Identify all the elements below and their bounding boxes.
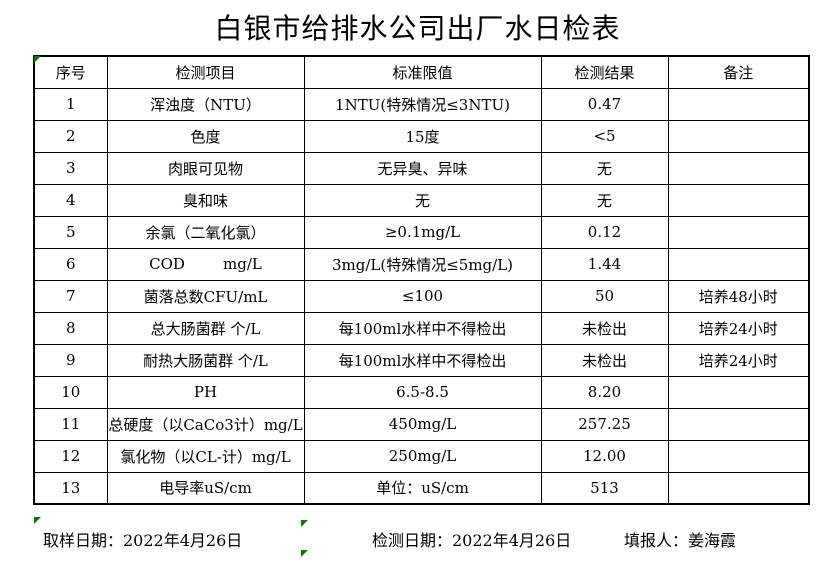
table-row: 11 总硬度（以CaCo3计）mg/L 450mg/L 257.25 xyxy=(33,407,810,441)
cell-item: 余氯（二氧化氯） xyxy=(106,215,305,249)
cell-note xyxy=(667,439,810,473)
cell-item: 总大肠菌群 个/L xyxy=(106,311,305,345)
table-row: 12 氯化物（以CL-计）mg/L 250mg/L 12.00 xyxy=(33,439,810,473)
column-header: 序号 xyxy=(33,55,108,89)
cell-no: 2 xyxy=(33,119,108,153)
column-header: 备注 xyxy=(667,55,810,89)
cell-item: 氯化物（以CL-计）mg/L xyxy=(106,439,305,473)
table-row: 2 色度 15度 <5 xyxy=(33,119,810,153)
cell-limit: 无 xyxy=(303,183,542,217)
cell-note: 培养24小时 xyxy=(667,343,810,377)
cell-item: 菌落总数CFU/mL xyxy=(106,279,305,313)
cell-note xyxy=(667,119,810,153)
cell-item: 色度 xyxy=(106,119,305,153)
cell-result: 257.25 xyxy=(540,407,669,441)
cell-item: 耐热大肠菌群 个/L xyxy=(106,343,305,377)
cell-no: 5 xyxy=(33,215,108,249)
cell-no: 11 xyxy=(33,407,108,441)
cell-limit: 6.5-8.5 xyxy=(303,375,542,409)
cell-no: 13 xyxy=(33,471,108,505)
cell-result: <5 xyxy=(540,119,669,153)
table-row: 10 PH 6.5-8.5 8.20 xyxy=(33,375,810,409)
cell-flag-icon xyxy=(301,550,308,557)
cell-no: 10 xyxy=(33,375,108,409)
cell-limit: 3mg/L(特殊情况≤5mg/L) xyxy=(303,247,542,281)
cell-limit: 每100ml水样中不得检出 xyxy=(303,311,542,345)
cell-limit: 450mg/L xyxy=(303,407,542,441)
column-header: 检测项目 xyxy=(106,55,305,89)
column-header: 标准限值 xyxy=(303,55,542,89)
cell-item: 电导率uS/cm xyxy=(106,471,305,505)
cell-limit: 15度 xyxy=(303,119,542,153)
cell-note xyxy=(667,87,810,121)
cell-no: 4 xyxy=(33,183,108,217)
cell-result: 8.20 xyxy=(540,375,669,409)
cell-result: 未检出 xyxy=(540,343,669,377)
cell-item: 浑浊度（NTU） xyxy=(106,87,305,121)
reporter-name: 填报人：姜海霞 xyxy=(624,531,737,550)
cell-no: 8 xyxy=(33,311,108,345)
header-row: 序号 检测项目 标准限值 检测结果 备注 xyxy=(33,55,810,89)
cell-note xyxy=(667,471,810,505)
cell-note xyxy=(667,375,810,409)
cell-result: 0.12 xyxy=(540,215,669,249)
cell-result: 0.47 xyxy=(540,87,669,121)
cell-result: 12.00 xyxy=(540,439,669,473)
cell-flag-icon xyxy=(301,520,308,527)
cell-flag-icon xyxy=(34,517,41,524)
inspection-table: 序号 检测项目 标准限值 检测结果 备注 1 浑浊度（NTU） 1NTU(特殊情况≤3NTU… xyxy=(33,55,810,505)
cell-item: 总硬度（以CaCo3计）mg/L xyxy=(106,407,305,441)
cell-note xyxy=(667,183,810,217)
table-row: 13 电导率uS/cm 单位：uS/cm 513 xyxy=(33,471,810,505)
cell-limit: 每100ml水样中不得检出 xyxy=(303,343,542,377)
cell-no: 9 xyxy=(33,343,108,377)
cell-result: 未检出 xyxy=(540,311,669,345)
cell-note xyxy=(667,215,810,249)
table-row: 6 COD mg/L 3mg/L(特殊情况≤5mg/L) 1.44 xyxy=(33,247,810,281)
cell-item: PH xyxy=(106,375,305,409)
cell-limit: 单位：uS/cm xyxy=(303,471,542,505)
cell-result: 无 xyxy=(540,151,669,185)
cell-note xyxy=(667,151,810,185)
cell-note: 培养24小时 xyxy=(667,311,810,345)
cell-limit: ≥0.1mg/L xyxy=(303,215,542,249)
table-row: 7 菌落总数CFU/mL ≤100 50 培养48小时 xyxy=(33,279,810,313)
test-date: 检测日期：2022年4月26日 xyxy=(372,531,572,550)
cell-limit: 1NTU(特殊情况≤3NTU) xyxy=(303,87,542,121)
table-row: 5 余氯（二氧化氯） ≥0.1mg/L 0.12 xyxy=(33,215,810,249)
cell-no: 7 xyxy=(33,279,108,313)
cell-result: 无 xyxy=(540,183,669,217)
table-row: 1 浑浊度（NTU） 1NTU(特殊情况≤3NTU) 0.47 xyxy=(33,87,810,121)
cell-item: COD mg/L xyxy=(106,247,305,281)
table-row: 9 耐热大肠菌群 个/L 每100ml水样中不得检出 未检出 培养24小时 xyxy=(33,343,810,377)
table-row: 3 肉眼可见物 无异臭、异味无 xyxy=(33,151,810,185)
cell-no: 1 xyxy=(33,87,108,121)
table-row: 4 臭和味无无 xyxy=(33,183,810,217)
cell-no: 6 xyxy=(33,247,108,281)
cell-no: 12 xyxy=(33,439,108,473)
table-row: 8 总大肠菌群 个/L 每100ml水样中不得检出 未检出 培养24小时 xyxy=(33,311,810,345)
cell-item: 肉眼可见物 xyxy=(106,151,305,185)
cell-result: 1.44 xyxy=(540,247,669,281)
cell-result: 513 xyxy=(540,471,669,505)
column-header: 检测结果 xyxy=(540,55,669,89)
cell-item: 臭和味 xyxy=(106,183,305,217)
cell-limit: ≤100 xyxy=(303,279,542,313)
cell-limit: 250mg/L xyxy=(303,439,542,473)
cell-note xyxy=(667,247,810,281)
cell-flag-icon xyxy=(34,56,41,63)
cell-note: 培养48小时 xyxy=(667,279,810,313)
cell-note xyxy=(667,407,810,441)
cell-result: 50 xyxy=(540,279,669,313)
footer: 取样日期：2022年4月26日 检测日期：2022年4月26日 填报人：姜海霞 xyxy=(0,527,835,550)
cell-no: 3 xyxy=(33,151,108,185)
sampling-date: 取样日期：2022年4月26日 xyxy=(43,531,243,550)
page-title: 白银市给排水公司出厂水日检表 xyxy=(214,12,621,45)
cell-limit: 无异臭、异味 xyxy=(303,151,542,185)
